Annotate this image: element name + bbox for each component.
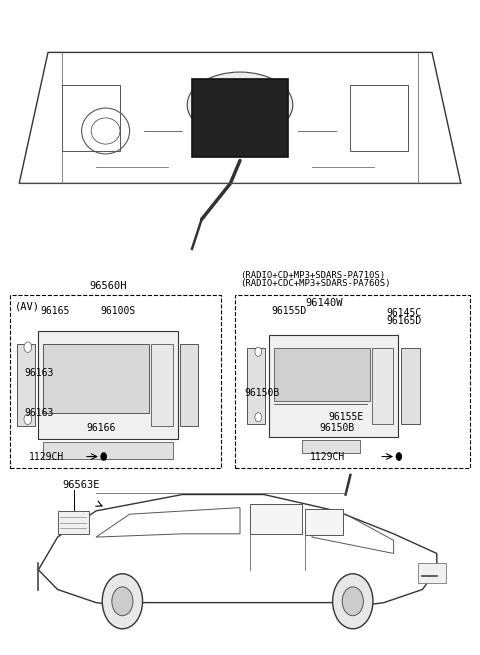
Text: 96145C: 96145C [386, 308, 421, 318]
Text: 96563E: 96563E [62, 479, 100, 490]
Bar [10, 295, 221, 468]
Bar [269, 335, 398, 437]
Bar [418, 563, 446, 583]
Text: 1129CH: 1129CH [310, 451, 345, 462]
Bar [180, 344, 198, 426]
Text: 96165: 96165 [41, 306, 70, 316]
Text: 96155D: 96155D [271, 306, 306, 316]
Bar [274, 348, 370, 401]
Text: 96150B: 96150B [245, 388, 280, 398]
Bar [58, 511, 89, 534]
Bar [235, 295, 470, 468]
Text: 96163: 96163 [24, 407, 53, 418]
Text: (RADIO+CDC+MP3+SDARS-PA760S): (RADIO+CDC+MP3+SDARS-PA760S) [240, 279, 391, 288]
Circle shape [396, 453, 402, 460]
Text: 1129CH: 1129CH [29, 451, 64, 462]
Bar [151, 344, 173, 426]
Text: 96166: 96166 [86, 422, 116, 433]
Circle shape [333, 574, 373, 629]
Bar [250, 504, 302, 534]
Circle shape [255, 347, 262, 356]
Text: 96140W: 96140W [306, 298, 343, 308]
Bar [372, 348, 393, 424]
Text: 96163: 96163 [24, 368, 53, 379]
Bar [62, 85, 120, 151]
Bar [247, 348, 265, 424]
Circle shape [24, 342, 32, 352]
Bar [17, 344, 35, 426]
Text: (AV): (AV) [14, 301, 39, 311]
Circle shape [342, 587, 363, 616]
Circle shape [255, 413, 262, 422]
Bar [38, 331, 178, 439]
Bar [350, 85, 408, 151]
Text: 96150B: 96150B [319, 422, 354, 433]
Text: 96165D: 96165D [386, 316, 421, 326]
Circle shape [112, 587, 133, 616]
Bar [43, 442, 173, 458]
Bar [302, 440, 360, 453]
Bar [305, 509, 343, 535]
Bar [43, 344, 149, 413]
Text: 96100S: 96100S [101, 306, 136, 316]
Text: 96155E: 96155E [329, 412, 364, 422]
Circle shape [101, 453, 107, 460]
Bar [192, 79, 288, 157]
Text: (RADIO+CD+MP3+SDARS-PA710S): (RADIO+CD+MP3+SDARS-PA710S) [240, 271, 385, 280]
Ellipse shape [187, 72, 293, 138]
Circle shape [24, 414, 32, 424]
Circle shape [102, 574, 143, 629]
Bar [401, 348, 420, 424]
Text: 96560H: 96560H [90, 282, 127, 291]
